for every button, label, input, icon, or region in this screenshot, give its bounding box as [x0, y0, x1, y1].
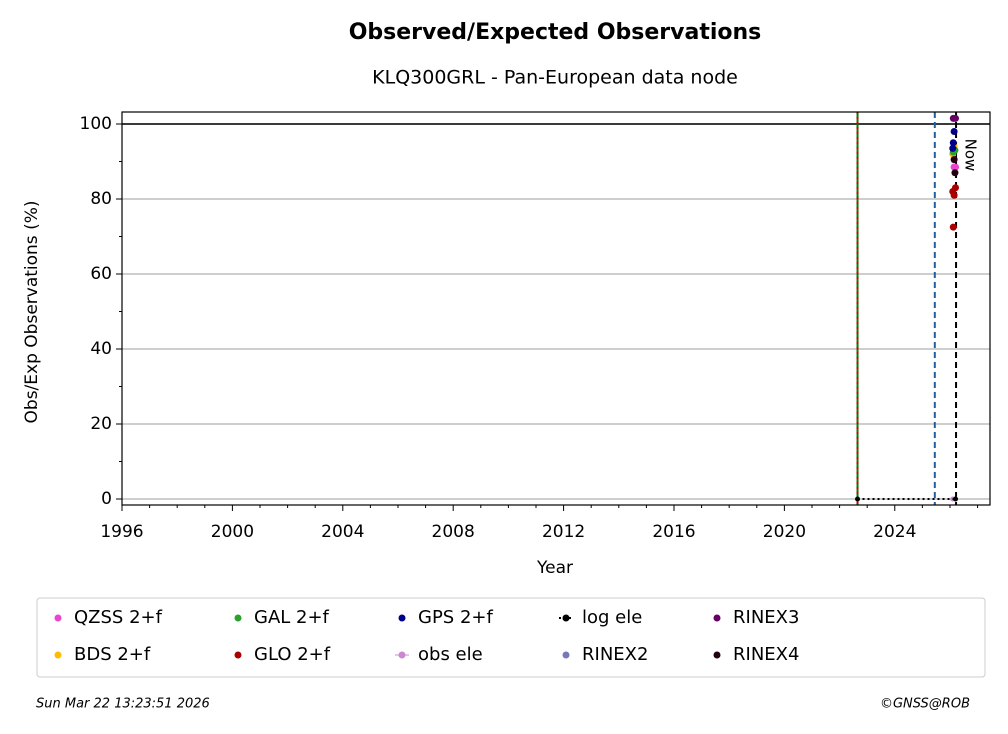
- legend-label: GAL 2+f: [254, 607, 330, 628]
- data-point: [953, 496, 959, 502]
- x-tick-label: 2004: [321, 522, 364, 542]
- x-tick-label: 2012: [542, 522, 585, 542]
- y-tick-label: 60: [90, 264, 112, 284]
- legend-item: obs ele: [395, 644, 483, 665]
- data-point: [952, 163, 960, 171]
- legend-label: log ele: [582, 607, 642, 628]
- y-tick-label: 40: [90, 339, 112, 359]
- data-point: [949, 139, 957, 147]
- legend-item: RINEX2: [562, 644, 648, 665]
- legend-label: obs ele: [418, 644, 483, 665]
- x-tick-label: 2020: [763, 522, 806, 542]
- plot-frame: [121, 111, 991, 506]
- legend-item: GLO 2+f: [234, 644, 331, 665]
- data-point: [950, 156, 958, 164]
- legend-label: RINEX3: [733, 607, 799, 628]
- footer-date: Sun Mar 22 13:23:51 2026: [36, 697, 210, 712]
- y-tick-label: 100: [80, 114, 112, 134]
- y-tick-label: 80: [90, 189, 112, 209]
- legend-marker: [713, 651, 721, 659]
- y-tick-label: 20: [90, 414, 112, 434]
- chart-title: Observed/Expected Observations: [349, 20, 762, 45]
- data-point: [949, 144, 957, 152]
- legend-marker: [54, 651, 62, 659]
- legend-marker: [398, 651, 406, 659]
- data-point: [950, 191, 958, 199]
- legend-box: [36, 597, 986, 678]
- legend-marker: [234, 651, 242, 659]
- legend-item: RINEX3: [713, 607, 799, 628]
- legend-label: RINEX2: [582, 644, 648, 665]
- legend-item: QZSS 2+f: [54, 607, 163, 628]
- legend-label: QZSS 2+f: [74, 607, 163, 628]
- legend-marker: [54, 614, 62, 622]
- legend-item: BDS 2+f: [54, 644, 151, 665]
- data-point: [855, 496, 861, 502]
- legend-label: RINEX4: [733, 644, 799, 665]
- footer-credit: ©GNSS@ROB: [880, 697, 970, 712]
- data-point: [949, 223, 957, 231]
- x-tick-label: 1996: [100, 522, 143, 542]
- x-tick-label: 2016: [652, 522, 695, 542]
- legend-label: GLO 2+f: [254, 644, 331, 665]
- legend-marker: [398, 614, 406, 622]
- legend-item: GAL 2+f: [234, 607, 330, 628]
- legend-marker: [713, 614, 721, 622]
- legend-label: GPS 2+f: [418, 607, 493, 628]
- legend-marker: [562, 614, 570, 622]
- chart-subtitle: KLQ300GRL - Pan-European data node: [372, 67, 738, 89]
- y-tick-label: 0: [101, 489, 112, 509]
- x-tick-label: 2008: [432, 522, 475, 542]
- x-axis-label: Year: [536, 558, 573, 578]
- data-point: [952, 114, 960, 122]
- x-tick-label: 2024: [873, 522, 916, 542]
- legend-item: log ele: [559, 607, 642, 628]
- now-label: Now: [962, 139, 980, 172]
- legend-item: RINEX4: [713, 644, 799, 665]
- data-point: [950, 128, 958, 135]
- x-tick-label: 2000: [211, 522, 254, 542]
- legend-marker: [234, 614, 242, 622]
- legend-marker: [562, 651, 570, 659]
- legend-label: BDS 2+f: [74, 644, 151, 665]
- legend-item: GPS 2+f: [398, 607, 493, 628]
- data-point: [951, 169, 959, 177]
- data-point: [952, 184, 960, 192]
- y-axis-label: Obs/Exp Observations (%): [22, 201, 42, 424]
